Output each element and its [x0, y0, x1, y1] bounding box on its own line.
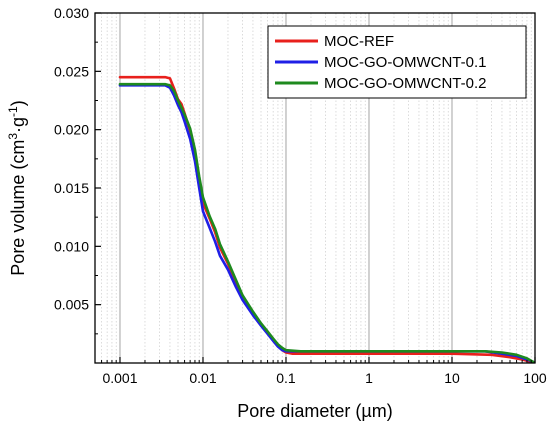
legend-label-moc-go-omwcnt-0-1: MOC-GO-OMWCNT-0.1 [324, 54, 487, 71]
legend-label-moc-ref: MOC-REF [324, 33, 394, 50]
y-tick-label: 0.010 [54, 238, 89, 254]
x-tick-label: 100 [523, 370, 547, 386]
y-tick-label: 0.025 [54, 63, 89, 79]
legend-label-moc-go-omwcnt-0-2: MOC-GO-OMWCNT-0.2 [324, 75, 487, 92]
y-axis-title-part: Pore volume (cm [8, 140, 28, 276]
series-line-moc-go-omwcnt-0-2 [118, 82, 535, 364]
x-tick-label: 10 [444, 370, 460, 386]
x-tick-label: 0.01 [189, 370, 216, 386]
x-tick-label: 1 [365, 370, 373, 386]
x-axis-title: Pore diameter (µm) [237, 401, 392, 421]
y-axis-title-sup: -1 [6, 106, 20, 117]
y-tick-label: 0.005 [54, 297, 89, 313]
y-tick-label: 0.015 [54, 180, 89, 196]
y-tick-label: 0.020 [54, 122, 89, 138]
x-tick-label: 0.1 [276, 370, 296, 386]
x-tick-label: 0.001 [102, 370, 137, 386]
axis-ticks: 0.001 0.01 0.1 1 10 100 0.005 0.010 0.015 0.020 0.… [54, 5, 547, 386]
y-axis-title-part: ) [8, 100, 28, 106]
grid [101, 13, 532, 363]
series-line-moc-go-omwcnt-0-1 [118, 84, 535, 364]
legend: MOC-REF MOC-GO-OMWCNT-0.1 MOC-GO-OMWCNT-… [267, 25, 527, 99]
y-axis-title-sup: 3 [6, 133, 20, 140]
y-axis-title: Pore volume (cm3·g-1) [6, 100, 28, 275]
series-lines [118, 75, 535, 364]
y-tick-label: 0.030 [54, 5, 89, 21]
y-axis-title-part: ·g [8, 117, 28, 133]
